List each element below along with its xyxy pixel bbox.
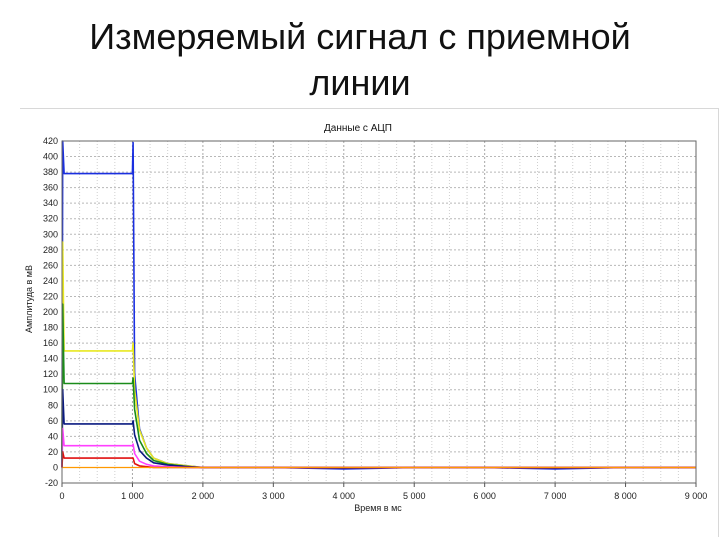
y-tick-label: 380 <box>43 167 58 177</box>
y-tick-label: 60 <box>48 416 58 426</box>
y-axis-label: Амплитуда в мВ <box>24 265 34 333</box>
y-tick-label: 300 <box>43 229 58 239</box>
y-tick-label: 180 <box>43 323 58 333</box>
y-tick-label: 220 <box>43 291 58 301</box>
chart-grid <box>61 140 697 484</box>
chart-series <box>61 140 696 470</box>
x-tick-label: 5 000 <box>403 491 426 501</box>
y-tick-label: 400 <box>43 152 58 162</box>
y-tick-label: 260 <box>43 260 58 270</box>
y-tick-label: 240 <box>43 276 58 286</box>
chart-panel: Данные с АЦП 0 1 000 2 000 3 000 4 000 5 000 6… <box>20 108 719 537</box>
y-tick-label: 20 <box>48 447 58 457</box>
y-tick-label: 80 <box>48 400 58 410</box>
y-tick-label: 280 <box>43 245 58 255</box>
slide-title-line-1: Измеряемый сигнал с приемной <box>89 16 631 57</box>
x-tick-label: 1 000 <box>121 491 144 501</box>
y-tick-label: 320 <box>43 214 58 224</box>
slide-title: Измеряемый сигнал с приемной линии <box>40 14 680 106</box>
x-tick-label: 7 000 <box>544 491 567 501</box>
x-tick-label: 9 000 <box>685 491 708 501</box>
y-tick-label: 160 <box>43 338 58 348</box>
x-tick-label: 4 000 <box>333 491 356 501</box>
y-tick-label: 0 <box>53 462 58 472</box>
x-tick-label: 2 000 <box>192 491 215 501</box>
x-tick-label: 0 <box>59 491 64 501</box>
chart-title: Данные с АЦП <box>324 123 392 134</box>
y-tick-label: 100 <box>43 385 58 395</box>
series-line-1 <box>61 140 696 470</box>
adc-data-chart: Данные с АЦП 0 1 000 2 000 3 000 4 000 5 000 6… <box>24 123 707 513</box>
y-tick-label: 420 <box>43 136 58 146</box>
y-tick-label: -20 <box>45 478 58 488</box>
y-tick-label: 200 <box>43 307 58 317</box>
slide-title-line-2: линии <box>309 62 411 103</box>
x-tick-label: 3 000 <box>262 491 285 501</box>
plot-area-border <box>61 140 697 484</box>
y-tick-label: 40 <box>48 431 58 441</box>
y-tick-label: 340 <box>43 198 58 208</box>
y-tick-label: 360 <box>43 183 58 193</box>
y-tick-label: 140 <box>43 354 58 364</box>
axis-ticks: 0 1 000 2 000 3 000 4 000 5 000 6 000 7 000 8 00… <box>43 136 707 501</box>
x-tick-label: 8 000 <box>614 491 637 501</box>
x-axis-label: Время в мс <box>354 503 402 513</box>
x-tick-label: 6 000 <box>473 491 496 501</box>
series-line-3 <box>61 303 696 469</box>
y-tick-label: 120 <box>43 369 58 379</box>
